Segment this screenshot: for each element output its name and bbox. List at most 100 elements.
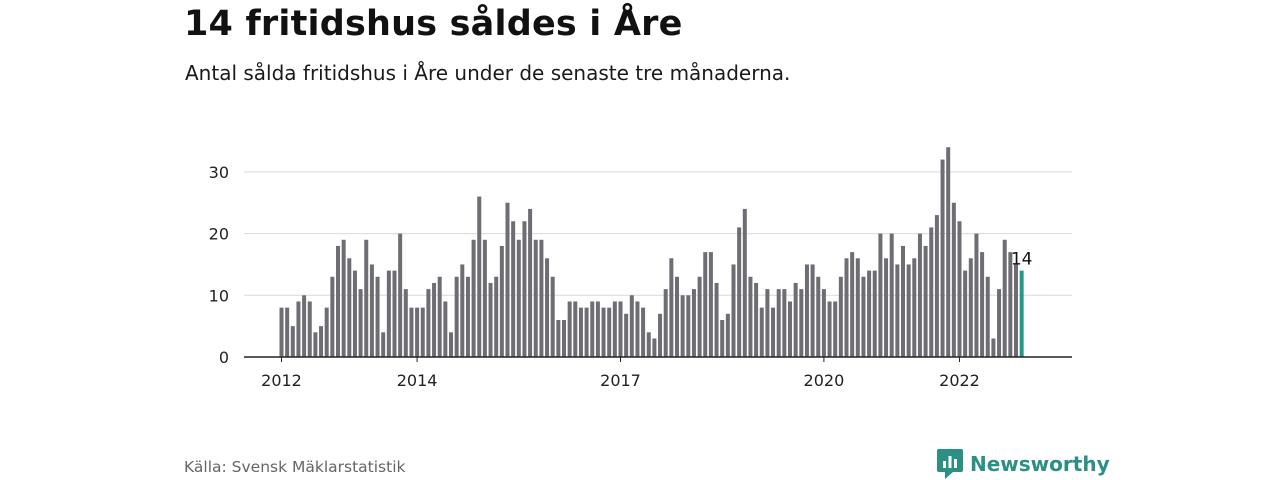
x-tick-label: 2022 [939,371,980,390]
bar [771,307,776,357]
bar [578,307,583,357]
bar [641,307,646,357]
bar [505,202,510,357]
bar [821,289,826,357]
bar [364,239,369,357]
bar [624,313,629,357]
bar [816,276,821,357]
bar-chart: 0 10 20 30 2012 2014 2017 2020 2022 14 [209,147,1072,390]
x-tick-label: 2020 [804,371,845,390]
bar [290,326,295,357]
bar [850,252,855,357]
bar [319,326,324,357]
bar [725,313,730,357]
bar [652,338,657,357]
bar [844,258,849,357]
bar [403,289,408,357]
bar [488,282,493,357]
bar [748,276,753,357]
bar [929,227,934,357]
bar [432,282,437,357]
bar [590,301,595,357]
bar [562,319,566,357]
bar [765,289,770,357]
bar [804,264,809,357]
bar [708,252,713,357]
bar [336,245,340,357]
bar [951,202,956,357]
bar-highlight [1019,270,1024,357]
bar [279,307,284,357]
bar [415,307,420,357]
bar [714,282,719,357]
bar [878,233,883,357]
y-tick-label: 30 [209,163,229,182]
data-label: 14 [1011,250,1033,270]
bar [742,208,747,357]
bar [1002,239,1007,357]
bar [443,301,448,357]
bar [686,295,691,357]
bar [912,258,917,357]
bar [584,307,589,357]
bar [516,239,521,357]
brand-name: Newsworthy [970,452,1110,476]
bar [867,270,872,357]
bar [833,301,838,357]
bar [494,276,499,357]
y-tick-label: 0 [219,348,229,367]
bar [528,208,533,357]
bar [358,289,363,357]
bar [302,295,307,357]
bar [855,258,860,357]
bar [901,245,905,357]
bar [895,264,900,357]
x-tick-label: 2017 [600,371,641,390]
x-tick-label: 2014 [397,371,438,390]
bar [838,276,843,357]
bar [612,301,617,357]
bar [471,239,476,357]
bar [545,258,550,357]
bar [595,301,600,357]
bar [550,276,555,357]
y-tick-label: 10 [209,286,229,305]
bar [776,289,781,357]
bar [759,307,764,357]
bar [573,301,578,357]
bar [386,270,391,357]
bar [737,227,742,357]
bar [601,307,606,357]
brand[interactable]: Newsworthy [937,449,1110,479]
bar [827,301,832,357]
bar [409,307,414,357]
bar [465,276,470,357]
bar [398,233,403,357]
bar [861,276,866,357]
bar [793,282,798,357]
bar [375,276,380,357]
bar [731,264,736,357]
bar [963,270,968,357]
y-tick-label: 20 [209,225,229,244]
bar [307,301,312,357]
bar [437,276,442,357]
bar [703,252,708,357]
bar [381,332,386,357]
bar [754,282,759,357]
bar [482,239,487,357]
bar [980,252,985,357]
bar [347,258,352,357]
bar [940,159,945,357]
bar [872,270,877,357]
bar [511,221,516,357]
bar [799,289,804,357]
bar [985,276,990,357]
bar [454,276,459,357]
bar [884,258,889,357]
bar [923,245,928,357]
bar [499,245,504,357]
bar [646,332,651,357]
bar [313,332,318,357]
bar [330,276,335,357]
